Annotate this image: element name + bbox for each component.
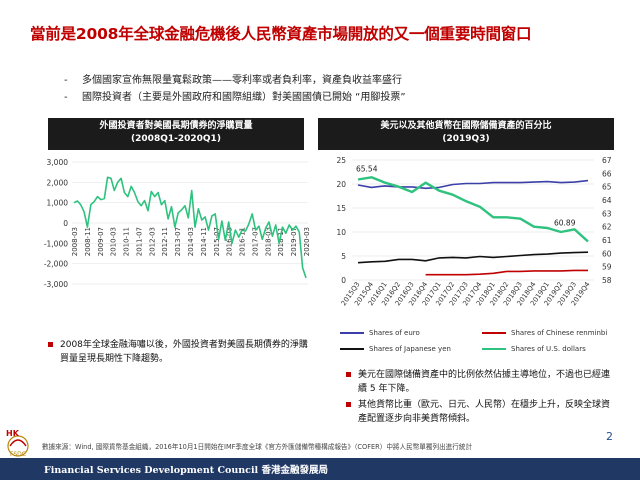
- legend-entry: Shares of Japanese yen: [340, 345, 451, 353]
- fsdc-logo-icon: HK FSDC: [6, 429, 29, 458]
- left-chart-header: 外國投資者對美國長期債券的淨購買量 (2008Q1-2020Q1): [48, 118, 304, 150]
- right-notes: 美元在國際儲備資產中的比例依然佔據主導地位，不過也已經連續 5 年下降。 其他貨…: [346, 368, 616, 428]
- page-title: 當前是2008年全球金融危機後人民幣資產市場開放的又一個重要時間窗口: [30, 25, 532, 43]
- legend-swatch: [482, 332, 506, 334]
- x-tick-label: 2008-03: [71, 227, 79, 256]
- footer-bar: [0, 458, 640, 480]
- svg-text:FSDC: FSDC: [10, 451, 26, 458]
- y2-tick-label: 61: [602, 236, 612, 245]
- y-tick-label: -2,000: [44, 260, 68, 269]
- left-note-text: 2008年全球金融海嘯以後，外國投資者對美國長期債券的淨購買量呈現長期性下降趨勢…: [60, 340, 308, 364]
- note-bullet-icon: [48, 342, 53, 347]
- right-chart-title: 美元以及其他貨幣在國際儲備資產的百分比: [380, 121, 552, 131]
- legend-label: Shares of U.S. dollars: [511, 345, 586, 353]
- right-chart-subtitle: (2019Q3): [442, 134, 490, 144]
- legend-label: Shares of Japanese yen: [369, 345, 451, 353]
- bullet-dash: -: [64, 75, 68, 86]
- legend-entry: Shares of U.S. dollars: [482, 345, 586, 353]
- data-label: 65.54: [356, 164, 378, 173]
- y2-tick-label: 62: [602, 223, 612, 232]
- note-bullet-icon: [346, 402, 351, 407]
- right-note-text: 美元在國際儲備資產中的比例依然佔據主導地位，不過也已經連續 5 年下降。: [358, 370, 611, 394]
- y2-tick-label: 64: [602, 196, 612, 205]
- right-note-item: 美元在國際儲備資產中的比例依然佔據主導地位，不過也已經連續 5 年下降。: [346, 368, 616, 396]
- y2-tick-label: 67: [602, 156, 612, 165]
- y-tick-label: 10: [336, 228, 346, 237]
- legend-entry: Shares of euro: [340, 329, 420, 337]
- y2-tick-label: 66: [602, 169, 612, 178]
- y2-tick-label: 58: [602, 276, 612, 285]
- x-tick-label: 2015-07: [213, 227, 221, 256]
- x-tick-label: 2012-03: [148, 227, 156, 256]
- legend-label: Shares of euro: [369, 329, 420, 337]
- y-tick-label: 1,000: [47, 199, 69, 208]
- x-tick-label: 2011-07: [135, 227, 143, 256]
- y2-tick-label: 60: [602, 249, 612, 258]
- right-chart-header: 美元以及其他貨幣在國際儲備資產的百分比 (2019Q3): [318, 118, 614, 150]
- y-tick-label: -1,000: [44, 239, 68, 248]
- x-tick-label: 2009-07: [97, 227, 105, 256]
- svg-text:HK: HK: [6, 429, 20, 438]
- y-tick-label: 0: [63, 219, 68, 228]
- bullet-dash: -: [64, 92, 68, 103]
- x-tick-label: 2014-11: [200, 227, 208, 256]
- y-tick-label: 5: [341, 252, 346, 261]
- y2-tick-label: 59: [602, 263, 612, 272]
- series-line: [425, 269, 588, 276]
- y-tick-label: 20: [336, 180, 346, 189]
- x-tick-label: 2018-03: [264, 227, 272, 256]
- right-note-item: 其他貨幣比重（歐元、日元、人民幣）在穩步上升，反映全球資產配置逐步向非美貨幣傾斜…: [346, 398, 616, 426]
- y-tick-label: 2,000: [47, 178, 69, 187]
- legend-swatch: [482, 348, 506, 350]
- legend-swatch: [340, 332, 364, 334]
- bullet-item: - 多個國家宣佈無限量寬鬆政策——零利率或者負利率，資產負收益率盛行: [64, 72, 406, 89]
- bullet-item: - 國際投資者（主要是外國政府和國際組織）對美國國債已開始 “用腳投票”: [64, 89, 406, 106]
- y-tick-label: -3,000: [44, 280, 68, 289]
- x-tick-label: 2012-11: [161, 227, 169, 256]
- y-tick-label: 0: [341, 276, 346, 285]
- x-tick-label: 2018-11: [277, 227, 285, 256]
- y-tick-label: 25: [336, 156, 346, 165]
- x-tick-label: 2013-07: [174, 227, 182, 256]
- data-label: 60.89: [554, 218, 576, 227]
- series-line: [357, 176, 589, 243]
- right-note-text: 其他貨幣比重（歐元、日元、人民幣）在穩步上升，反映全球資產配置逐步向非美貨幣傾斜…: [358, 400, 611, 424]
- x-tick-label: 2016-11: [239, 227, 247, 256]
- y2-tick-label: 63: [602, 209, 612, 218]
- bullet-text: 多個國家宣佈無限量寬鬆政策——零利率或者負利率，資產負收益率盛行: [82, 75, 402, 86]
- left-chart-title: 外國投資者對美國長期債券的淨購買量: [99, 121, 253, 131]
- x-tick-label: 2010-11: [123, 227, 131, 256]
- note-bullet-icon: [346, 372, 351, 377]
- legend-label: Shares of Chinese renminbi: [511, 329, 608, 337]
- legend-swatch: [340, 348, 364, 350]
- y2-tick-label: 65: [602, 183, 612, 192]
- left-note: 2008年全球金融海嘯以後，外國投資者對美國長期債券的淨購買量呈現長期性下降趨勢…: [48, 338, 310, 366]
- y-tick-label: 15: [336, 204, 346, 213]
- x-tick-label: 2020-03: [303, 227, 311, 256]
- x-tick-label: 2019-07: [290, 227, 298, 256]
- series-line: [73, 176, 307, 279]
- page-number: 2: [606, 430, 613, 443]
- x-tick-label: 2014-03: [187, 227, 195, 256]
- reserve-share-chart: 0510152025585960616263646566672015Q32015…: [336, 156, 612, 307]
- x-tick-label: 2010-03: [110, 227, 118, 256]
- bullet-text: 國際投資者（主要是外國政府和國際組織）對美國國債已開始 “用腳投票”: [82, 92, 406, 103]
- net-purchase-chart: 3,000 2,000 1,000 0 -1,000 -2,000 -3,000 2008-0…: [44, 158, 311, 289]
- left-chart-subtitle: (2008Q1-2020Q1): [131, 134, 221, 144]
- series-line: [357, 251, 589, 264]
- footer-text: Financial Services Development Council 香…: [44, 465, 328, 476]
- x-tick-label: 2008-11: [84, 227, 92, 256]
- x-tick-label: 2017-07: [251, 227, 259, 256]
- y-tick-label: 3,000: [47, 158, 69, 167]
- x-tick-label: 2016-03: [226, 227, 234, 256]
- legend-entry: Shares of Chinese renminbi: [482, 329, 607, 337]
- intro-bullets: - 多個國家宣佈無限量寬鬆政策——零利率或者負利率，資產負收益率盛行 - 國際投…: [64, 72, 406, 106]
- source-note: 數據來源：Wind, 國際貨幣基金組織，2016年10月1日開始在IMF季度全球…: [42, 443, 473, 451]
